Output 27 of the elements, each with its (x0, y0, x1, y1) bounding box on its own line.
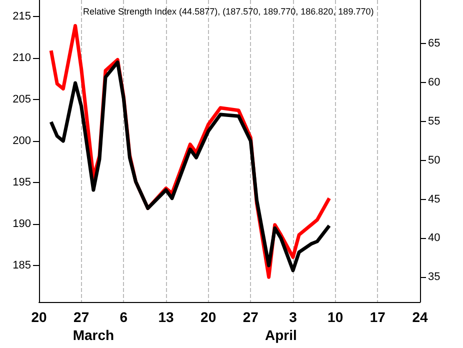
y2-tick-label: 45 (428, 193, 440, 206)
y2-tick-label: 35 (428, 271, 440, 284)
x-tick-label: 17 (370, 309, 386, 325)
y2-tick-label: 65 (428, 38, 440, 50)
x-tick-label: 10 (328, 309, 344, 325)
x-tick-label: 6 (120, 309, 128, 325)
x2-tick-label: March (72, 327, 114, 343)
y2-tick-label: 60 (428, 76, 440, 89)
y-tick-label: 195 (12, 176, 31, 189)
y-tick-label: 190 (12, 218, 31, 230)
x-tick-label: 20 (31, 309, 47, 325)
x-tick-label: 27 (242, 309, 259, 325)
x-tick-label: 20 (200, 309, 216, 325)
x2-tick-label: April (264, 327, 297, 343)
y-tick-label: 200 (12, 135, 31, 148)
x-tick-label: 13 (158, 309, 174, 325)
y-tick-label: 210 (12, 52, 31, 64)
y-tick-label: 205 (12, 94, 31, 106)
y2-tick-label: 50 (428, 154, 440, 166)
text: Relative Strength Index (44.5877), (187.570, 189.770, 186.820, 189.770) (83, 6, 374, 16)
y-tick-label: 215 (12, 10, 31, 23)
x-tick-label: 27 (74, 309, 90, 325)
y2-tick-label: 55 (428, 115, 440, 128)
x-tick-label: 3 (289, 309, 298, 325)
y2-tick-label: 40 (428, 232, 440, 244)
y-tick-label: 185 (12, 259, 31, 272)
x-tick-label: 24 (412, 309, 428, 325)
